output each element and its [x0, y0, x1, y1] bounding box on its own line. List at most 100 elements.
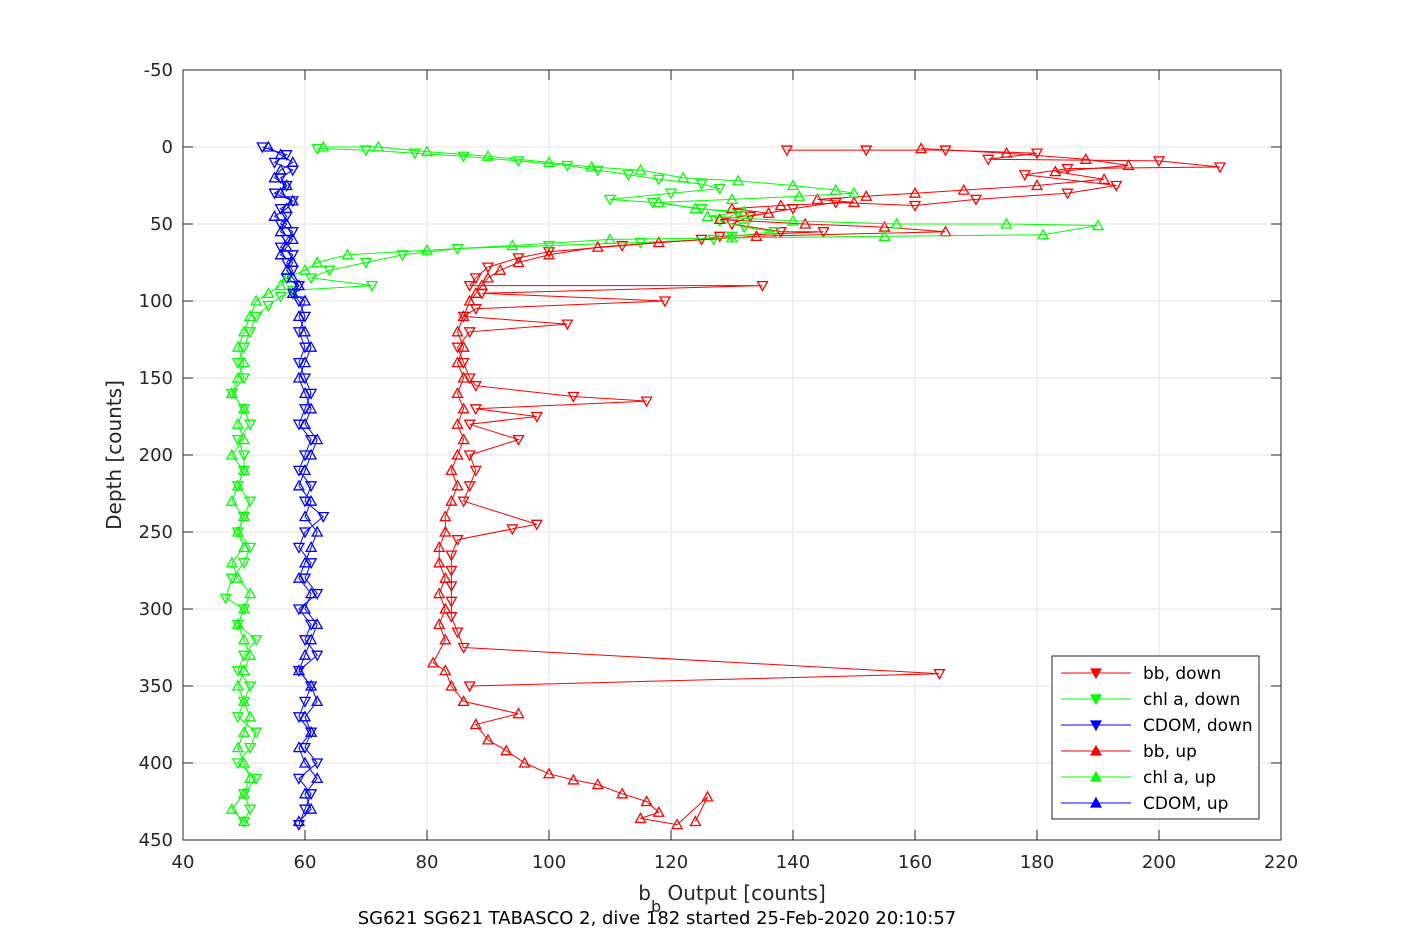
- x-tick-label: 220: [1264, 852, 1298, 873]
- data-point: [243, 587, 257, 599]
- data-point: [439, 525, 452, 537]
- data-point: [542, 767, 556, 779]
- data-point: [298, 263, 312, 275]
- data-point: [439, 633, 452, 645]
- data-point: [457, 402, 470, 414]
- data-point: [268, 157, 281, 169]
- data-point: [756, 280, 769, 292]
- data-point: [689, 202, 702, 214]
- data-point: [1030, 179, 1044, 191]
- legend-marker: [1089, 668, 1103, 680]
- data-point: [274, 186, 287, 198]
- data-point: [939, 145, 952, 157]
- data-point: [725, 202, 739, 214]
- data-point: [1036, 228, 1050, 240]
- data-point: [311, 525, 324, 537]
- data-point: [439, 510, 452, 522]
- x-tick-label: 120: [654, 852, 688, 873]
- data-point: [457, 151, 470, 163]
- data-point: [433, 618, 446, 630]
- data-point: [457, 695, 470, 707]
- data-point: [250, 635, 263, 647]
- data-point: [451, 387, 464, 399]
- y-tick-label: 300: [139, 599, 173, 620]
- data-point: [237, 725, 251, 737]
- data-point: [652, 196, 665, 208]
- data-point: [463, 419, 476, 431]
- data-point: [890, 217, 903, 229]
- data-point: [243, 310, 257, 322]
- data-point: [530, 519, 543, 531]
- data-point: [286, 271, 299, 283]
- data-point: [286, 194, 299, 206]
- data-point: [506, 524, 519, 536]
- data-point: [317, 511, 330, 523]
- data-point: [652, 174, 665, 186]
- data-point: [725, 193, 739, 205]
- y-tick-label: 0: [162, 137, 173, 158]
- data-point: [603, 194, 617, 206]
- data-point: [311, 256, 324, 268]
- data-point: [292, 310, 306, 322]
- data-point: [634, 812, 647, 824]
- data-point: [634, 237, 647, 249]
- data-point: [231, 679, 245, 691]
- data-point: [365, 280, 379, 292]
- data-point: [457, 310, 470, 322]
- data-point: [640, 396, 653, 408]
- data-point: [408, 148, 421, 160]
- data-point: [237, 633, 251, 645]
- series-3: [426, 142, 1135, 830]
- data-point: [304, 679, 318, 691]
- data-point: [298, 710, 312, 722]
- data-point: [237, 541, 251, 553]
- data-point: [738, 222, 751, 234]
- data-point: [652, 236, 665, 248]
- data-point: [616, 240, 629, 252]
- data-point: [567, 773, 580, 785]
- x-tick-label: 200: [1142, 852, 1176, 873]
- data-point: [268, 209, 281, 221]
- legend-marker: [1089, 744, 1103, 756]
- series-line: [450, 149, 1221, 687]
- data-point: [304, 802, 318, 814]
- data-point: [286, 256, 299, 268]
- y-tick-label: 100: [139, 291, 173, 312]
- data-point: [908, 200, 922, 212]
- data-point: [1030, 148, 1044, 160]
- y-tick-label: 400: [139, 753, 173, 774]
- data-point: [280, 271, 293, 283]
- y-axis-label: Depth [counts]: [102, 380, 126, 530]
- data-point: [561, 160, 574, 172]
- data-point: [445, 550, 458, 562]
- data-point: [762, 206, 775, 218]
- data-point: [512, 253, 525, 265]
- data-point: [274, 248, 287, 260]
- legend-marker: [1089, 694, 1103, 706]
- data-point: [219, 593, 232, 605]
- data-point: [469, 718, 482, 730]
- data-point: [750, 229, 763, 241]
- data-point: [243, 496, 257, 508]
- data-point: [292, 815, 306, 827]
- data-point: [774, 199, 787, 211]
- data-point: [1049, 165, 1062, 177]
- data-point: [304, 481, 318, 493]
- data-point: [585, 160, 598, 172]
- data-point: [237, 558, 251, 570]
- data-point: [481, 733, 495, 745]
- data-point: [731, 174, 745, 186]
- series-layer: [219, 140, 1227, 831]
- data-point: [298, 356, 312, 368]
- legend: bb, down chl a, down CDOM, down bb, up chl a…: [1051, 655, 1260, 820]
- data-point: [786, 214, 800, 226]
- data-point: [1110, 180, 1123, 192]
- data-point: [1079, 152, 1092, 164]
- data-point: [457, 371, 470, 383]
- data-point: [250, 294, 263, 306]
- data-point: [280, 202, 293, 214]
- y-tick-label: 350: [139, 676, 173, 697]
- data-point: [701, 209, 714, 221]
- data-point: [451, 356, 464, 368]
